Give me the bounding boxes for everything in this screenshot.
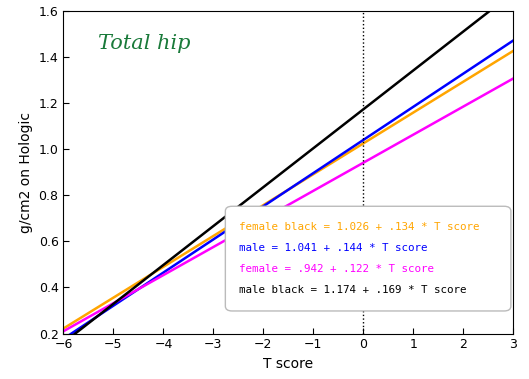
Text: male = 1.041 + .144 * T score: male = 1.041 + .144 * T score xyxy=(239,243,427,253)
Text: Total hip: Total hip xyxy=(98,34,191,53)
Text: female black = 1.026 + .134 * T score: female black = 1.026 + .134 * T score xyxy=(239,222,479,232)
X-axis label: T score: T score xyxy=(263,357,313,371)
Text: male black = 1.174 + .169 * T score: male black = 1.174 + .169 * T score xyxy=(239,285,467,295)
FancyBboxPatch shape xyxy=(225,206,511,311)
Text: female = .942 + .122 * T score: female = .942 + .122 * T score xyxy=(239,264,434,274)
Y-axis label: g/cm2 on Hologic: g/cm2 on Hologic xyxy=(19,112,33,233)
